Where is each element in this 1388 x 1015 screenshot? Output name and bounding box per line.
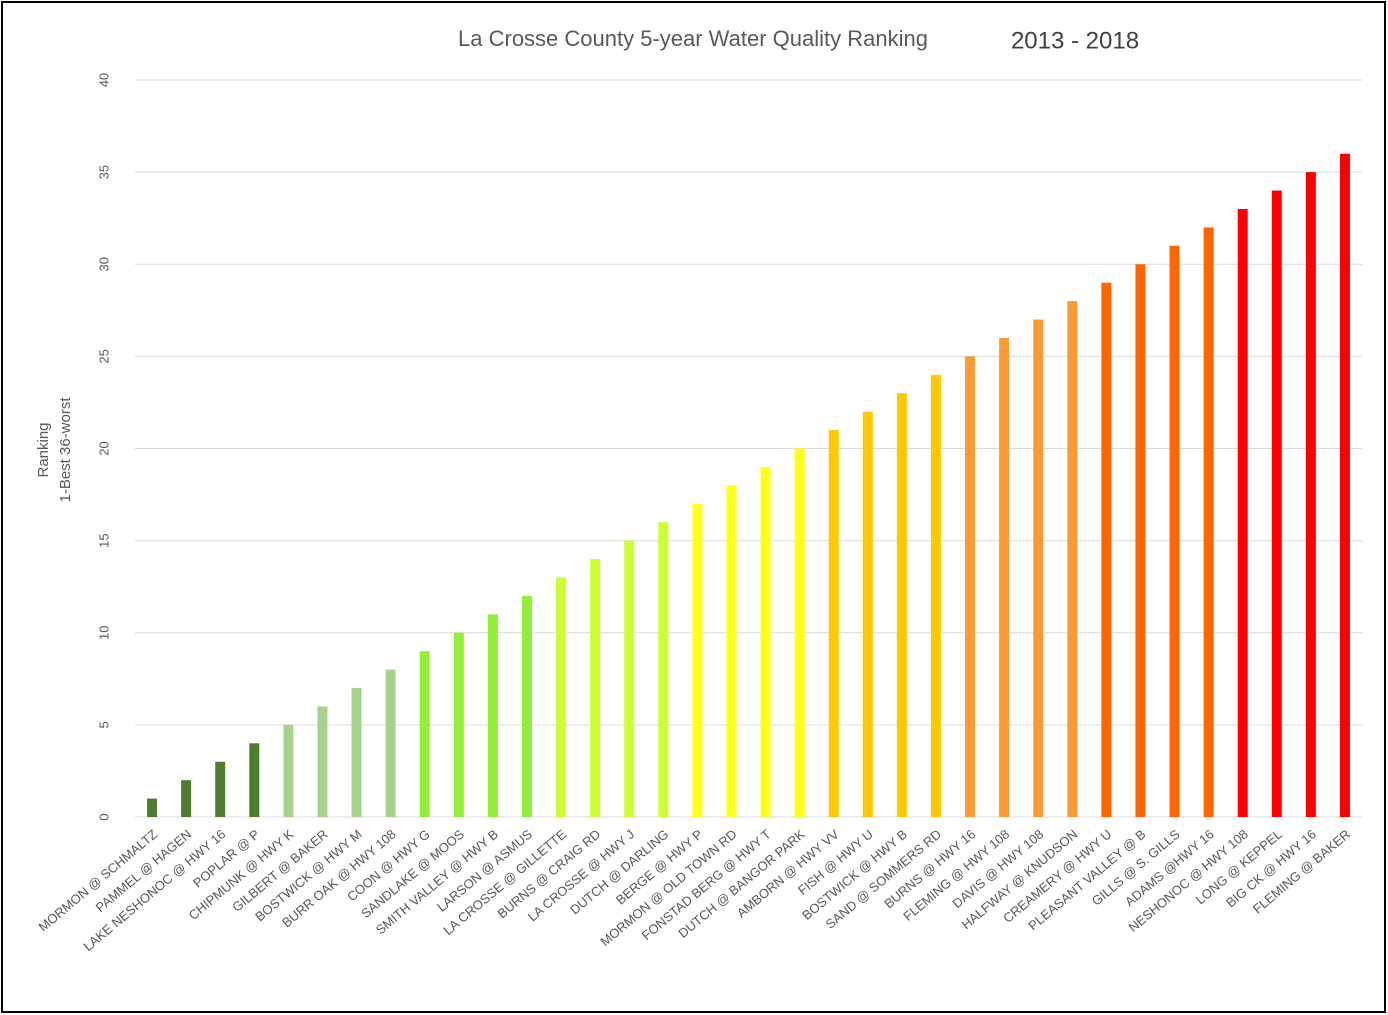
bar xyxy=(624,540,635,817)
bar xyxy=(658,522,669,817)
bar xyxy=(181,780,192,817)
y-tick-label: 20 xyxy=(96,441,111,455)
y-tick-label: 15 xyxy=(96,533,111,547)
bar xyxy=(930,374,941,817)
bar xyxy=(1237,208,1248,818)
bar xyxy=(385,669,396,817)
bar xyxy=(283,724,294,817)
bar xyxy=(828,430,839,817)
bar xyxy=(1033,319,1044,817)
bar xyxy=(215,761,226,817)
bar xyxy=(487,614,498,817)
bar xyxy=(692,503,703,817)
bar xyxy=(419,651,430,817)
bar xyxy=(317,706,328,817)
y-tick-label: 0 xyxy=(96,813,111,820)
y-tick-label: 40 xyxy=(96,73,111,87)
bar xyxy=(999,337,1010,817)
chart-subtitle: 2013 - 2018 xyxy=(1011,27,1139,54)
bar xyxy=(896,393,907,817)
bar xyxy=(590,559,601,817)
y-tick-label: 10 xyxy=(96,626,111,640)
bar xyxy=(351,688,362,817)
bar xyxy=(1271,190,1282,818)
bar xyxy=(1169,245,1180,817)
y-tick-label: 5 xyxy=(96,721,111,728)
bar xyxy=(1135,264,1146,817)
bar xyxy=(453,632,464,817)
bar xyxy=(965,356,976,817)
y-tick-label: 35 xyxy=(96,165,111,179)
bar xyxy=(147,798,158,817)
bar xyxy=(1101,282,1112,817)
bar xyxy=(556,577,567,817)
bar xyxy=(862,411,873,817)
bar xyxy=(1203,227,1214,817)
y-tick-label: 25 xyxy=(96,349,111,363)
y-tick-label: 30 xyxy=(96,257,111,271)
bar xyxy=(249,743,260,817)
y-axis-label: 1-Best 36-worst xyxy=(57,397,74,503)
bar xyxy=(1067,301,1078,818)
bar xyxy=(1305,172,1316,817)
y-axis-label: Ranking xyxy=(35,422,52,477)
bar xyxy=(1339,153,1350,817)
chart-title: La Crosse County 5-year Water Quality Ra… xyxy=(458,26,928,51)
bar xyxy=(726,485,737,817)
bar xyxy=(794,448,805,817)
bar xyxy=(760,466,771,817)
bar xyxy=(521,595,532,817)
